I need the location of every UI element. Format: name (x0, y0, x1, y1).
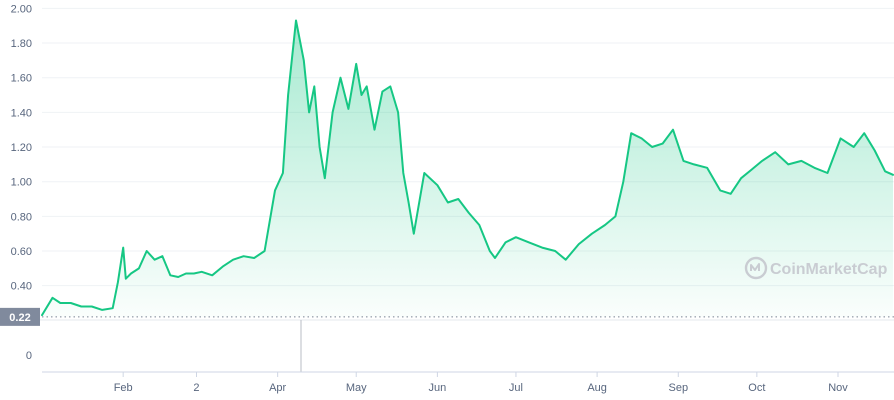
y-tick-label: 0.40 (11, 281, 32, 293)
y-tick-label: 2.00 (11, 3, 32, 15)
reference-line-group: 0.22 (0, 307, 894, 326)
y-tick-label: 0 (26, 350, 32, 362)
x-tick-label: Sep (668, 382, 688, 394)
volume-area (40, 319, 894, 372)
watermark: CoinMarketCap (744, 256, 888, 280)
x-tick-label: Nov (828, 382, 848, 394)
x-tick-label: 2 (193, 382, 199, 394)
x-tick-label: Feb (114, 382, 133, 394)
reference-label: 0.22 (9, 312, 30, 324)
x-tick-label: Aug (587, 382, 607, 394)
watermark-text: CoinMarketCap (770, 261, 888, 278)
x-tick-label: May (346, 382, 367, 394)
y-tick-label: 1.80 (11, 38, 32, 50)
y-tick-label: 1.40 (11, 107, 32, 119)
coinmarketcap-logo-icon (744, 256, 768, 280)
y-tick-label: 1.60 (11, 73, 32, 85)
reference-badge (0, 307, 40, 326)
y-tick-label: 1.20 (11, 142, 32, 154)
x-tick-label: Oct (748, 382, 765, 394)
price-line (41, 19, 894, 317)
axis-labels: 0 0.40 0.60 0.80 1.00 1.20 1.40 1.60 1.80 2.00 Feb… (11, 3, 894, 394)
x-tick-label: Jul (509, 382, 523, 394)
grid-lines (42, 7, 894, 287)
x-tick-label: Jun (429, 382, 447, 394)
y-tick-label: 0.60 (11, 246, 32, 258)
x-tick-label: Apr (269, 382, 286, 394)
area-layer (41, 19, 894, 317)
y-tick-label: 1.00 (11, 177, 32, 189)
y-tick-label: 0.80 (11, 211, 32, 223)
price-area-fill (42, 20, 893, 317)
